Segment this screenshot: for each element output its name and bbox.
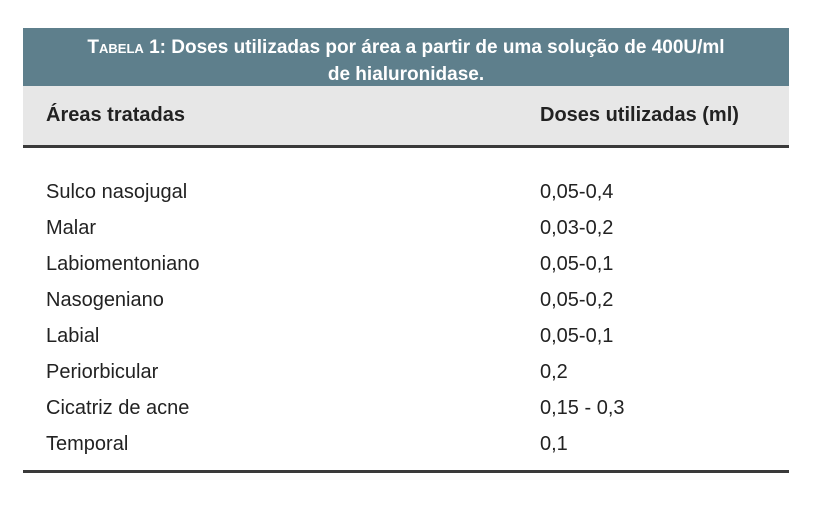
area-cell: Temporal xyxy=(46,432,129,455)
area-cell: Labial xyxy=(46,324,100,347)
table-body: Sulco nasojugal 0,05-0,4 Malar 0,03-0,2 … xyxy=(23,148,789,473)
table-row: Periorbicular 0,2 xyxy=(23,354,789,390)
table-row: Labiomentoniano 0,05-0,1 xyxy=(23,246,789,282)
table-row: Nasogeniano 0,05-0,2 xyxy=(23,282,789,318)
dose-cell: 0,03-0,2 xyxy=(540,216,614,239)
area-cell: Periorbicular xyxy=(46,360,159,383)
area-cell: Cicatriz de acne xyxy=(46,396,190,419)
table-row: Temporal 0,1 xyxy=(23,426,789,462)
dose-cell: 0,05-0,4 xyxy=(540,180,614,203)
dose-cell: 0,05-0,1 xyxy=(540,252,614,275)
caption-text-line2: de hialuronidase. xyxy=(327,64,485,85)
dose-cell: 0,15 - 0,3 xyxy=(540,396,625,419)
table-row: Malar 0,03-0,2 xyxy=(23,210,789,246)
header-areas: Áreas tratadas xyxy=(46,104,185,126)
dose-table: Tabela 1: Doses utilizadas por área a pa… xyxy=(23,28,789,473)
dose-cell: 0,05-0,1 xyxy=(540,324,614,347)
table-row: Labial 0,05-0,1 xyxy=(23,318,789,354)
caption-text-line1: Doses utilizadas por área a partir de um… xyxy=(165,37,725,58)
table-row: Cicatriz de acne 0,15 - 0,3 xyxy=(23,390,789,426)
area-cell: Malar xyxy=(46,216,97,239)
dose-cell: 0,05-0,2 xyxy=(540,288,614,311)
dose-cell: 0,2 xyxy=(540,360,568,383)
table-caption: Tabela 1: Doses utilizadas por área a pa… xyxy=(23,28,789,86)
table-row: Sulco nasojugal 0,05-0,4 xyxy=(23,174,789,210)
area-cell: Labiomentoniano xyxy=(46,252,200,275)
dose-cell: 0,1 xyxy=(540,432,568,455)
caption-label: Tabela 1: xyxy=(87,37,166,58)
table-header-row: Áreas tratadas Doses utilizadas (ml) xyxy=(23,86,789,148)
header-doses: Doses utilizadas (ml) xyxy=(540,104,739,126)
area-cell: Nasogeniano xyxy=(46,288,164,311)
area-cell: Sulco nasojugal xyxy=(46,180,188,203)
